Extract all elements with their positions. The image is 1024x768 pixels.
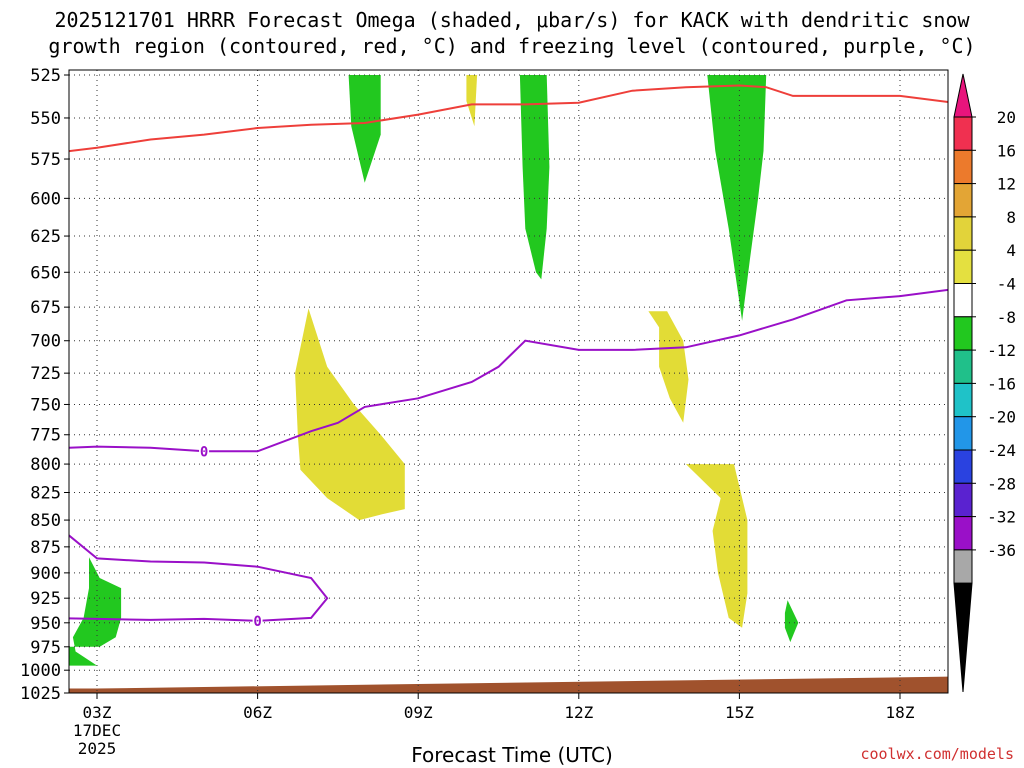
freezing-level-label-0: 0 [200,444,208,460]
colorbar-label--28: -28 [987,474,1016,493]
colorbar-label--4: -4 [997,275,1016,294]
chart-title-line-2: growth region (contoured, red, °C) and f… [48,34,976,58]
grid-layer [69,70,948,693]
colorbar-label--20: -20 [987,408,1016,427]
y-tick-label-650: 650 [30,263,61,283]
colorbar-label-20: 20 [997,108,1016,127]
colorbar-segment-7 [953,349,973,384]
axes-layer: 525 550 575 600 625 650 675 700 725 750 775 800 825 8… [20,66,949,758]
colorbar-segment-9 [953,416,973,451]
omega-region-positive-4 [685,464,748,628]
y-tick-label-975: 975 [30,638,61,658]
terrain-fill [69,676,948,693]
colorbar-top-triangle [953,73,973,118]
y-tick-label-675: 675 [30,298,61,318]
freezing-level-line-0 [69,288,948,453]
y-tick-label-1025: 1025 [20,684,61,704]
omega-region-negative-9 [784,600,799,643]
y-tick-label-550: 550 [30,109,61,129]
colorbar-label-12: 12 [997,175,1016,194]
y-tick-label-825: 825 [30,483,61,503]
omega-region-negative-8 [69,557,122,666]
colorbar-label--12: -12 [987,341,1016,360]
colorbar-segment-0 [953,116,973,151]
terrain-layer [69,676,948,693]
y-tick-label-600: 600 [30,189,61,209]
y-tick-label-525: 525 [30,66,61,86]
colorbar-label--36: -36 [987,541,1016,560]
x-tick-label-12Z: 12Z [564,703,593,722]
x-tick-label-06Z: 06Z [243,703,272,722]
y-tick-label-1000: 1000 [20,661,61,681]
y-tick-label-800: 800 [30,455,61,475]
omega-region-positive-1 [295,308,405,521]
y-tick-label-950: 950 [30,614,61,634]
colorbar-segment-13 [953,549,973,584]
colorbar-segment-2 [953,183,973,218]
y-tick-label-750: 750 [30,395,61,415]
omega-region-negative-6 [519,75,550,280]
colorbar-bottom-triangle [953,582,973,693]
y-tick-label-700: 700 [30,332,61,352]
freezing-level-label-1: 0 [253,614,261,630]
x-date-label-1: 2025 [78,739,117,758]
colorbar-label--32: -32 [987,508,1016,527]
freezing-label-bg-1 [252,612,263,629]
colorbar: 20 16 12 8 4 -4 -8 -12 -16 -20 -24 -28 -32 -36 [953,73,1016,693]
colorbar-segment-12 [953,516,973,551]
colorbar-label--8: -8 [997,308,1016,327]
colorbar-segment-8 [953,382,973,418]
y-tick-label-850: 850 [30,511,61,531]
y-tick-label-925: 925 [30,589,61,609]
omega-fill-layer [69,75,799,666]
colorbar-segment-4 [953,249,973,284]
x-tick-label-09Z: 09Z [404,703,433,722]
omega-region-positive-3 [648,311,689,423]
y-tick-label-725: 725 [30,364,61,384]
y-tick-label-875: 875 [30,538,61,558]
x-tick-label-15Z: 15Z [725,703,754,722]
colorbar-segment-10 [953,449,973,484]
y-tick-label-775: 775 [30,426,61,446]
y-tick-label-900: 900 [30,564,61,584]
x-tick-label-18Z: 18Z [886,703,915,722]
site-credit: coolwx.com/models [860,745,1014,763]
y-tick-label-625: 625 [30,227,61,247]
x-date-label-0: 17DEC [73,721,121,740]
colorbar-segment-11 [953,482,973,518]
plot-frame [68,69,949,694]
omega-region-negative-5 [348,75,381,183]
chart-title-line-1: 2025121701 HRRR Forecast Omega (shaded, … [54,8,970,32]
omega-region-positive-2 [466,75,478,127]
colorbar-segment-1 [953,149,973,185]
colorbar-label-8: 8 [1006,208,1016,227]
dgz-contour-line [69,84,948,153]
colorbar-label-4: 4 [1006,241,1016,260]
colorbar-label--24: -24 [987,441,1016,460]
freezing-label-bg-0 [199,443,210,460]
y-tick-label-575: 575 [30,150,61,170]
contour-layer: 00 [69,84,948,630]
colorbar-segment-3 [953,216,973,251]
colorbar-segment-6 [953,316,973,351]
freezing-level-line-1 [69,534,329,622]
colorbar-segment-5 [953,283,973,318]
x-axis-label: Forecast Time (UTC) [411,743,613,767]
colorbar-label-16: 16 [997,141,1016,160]
colorbar-label--16: -16 [987,374,1016,393]
omega-region-negative-7 [707,75,767,321]
x-tick-label-03Z: 03Z [83,703,112,722]
